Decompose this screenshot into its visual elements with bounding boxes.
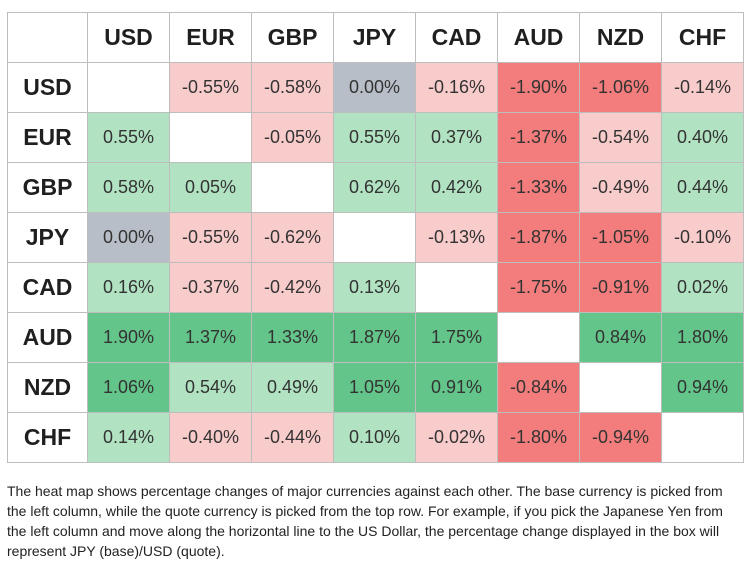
heatmap-cell-chf-nzd: -0.94% <box>579 412 662 463</box>
heatmap-cell-gbp-usd: 0.58% <box>87 162 170 213</box>
heatmap-cell-cad-eur: -0.37% <box>169 262 252 313</box>
table-row: JPY 0.00% -0.55% -0.62% -0.13% -1.87% -1.05% -0… <box>7 212 744 263</box>
heatmap-cell-nzd-chf: 0.94% <box>661 362 744 413</box>
quote-currency-aud: AUD <box>497 12 580 63</box>
heatmap-cell-aud-eur: 1.37% <box>169 312 252 363</box>
heatmap-cell-aud-usd: 1.90% <box>87 312 170 363</box>
base-currency-chf: CHF <box>7 412 88 463</box>
heatmap-cell-nzd-cad: 0.91% <box>415 362 498 413</box>
heatmap-cell-cad-aud: -1.75% <box>497 262 580 313</box>
base-currency-jpy: JPY <box>7 212 88 263</box>
heatmap-cell-cad-jpy: 0.13% <box>333 262 416 313</box>
heatmap-cell-gbp-jpy: 0.62% <box>333 162 416 213</box>
heatmap-cell-cad-cad <box>415 262 498 313</box>
base-currency-eur: EUR <box>7 112 88 163</box>
heatmap-cell-nzd-gbp: 0.49% <box>251 362 334 413</box>
quote-currency-jpy: JPY <box>333 12 416 63</box>
heatmap-cell-aud-nzd: 0.84% <box>579 312 662 363</box>
quote-currency-chf: CHF <box>661 12 744 63</box>
table-row: EUR 0.55% -0.05% 0.55% 0.37% -1.37% -0.54% 0.40… <box>7 112 744 163</box>
heatmap-cell-gbp-nzd: -0.49% <box>579 162 662 213</box>
heatmap-cell-usd-aud: -1.90% <box>497 62 580 113</box>
heatmap-cell-cad-gbp: -0.42% <box>251 262 334 313</box>
heatmap-cell-jpy-eur: -0.55% <box>169 212 252 263</box>
heatmap-explanation: The heat map shows percentage changes of… <box>7 483 723 559</box>
heatmap-cell-jpy-jpy <box>333 212 416 263</box>
heatmap-cell-gbp-aud: -1.33% <box>497 162 580 213</box>
heatmap-cell-chf-usd: 0.14% <box>87 412 170 463</box>
heatmap-cell-usd-usd <box>87 62 170 113</box>
heatmap-cell-gbp-gbp <box>251 162 334 213</box>
heatmap-cell-gbp-eur: 0.05% <box>169 162 252 213</box>
heatmap-cell-gbp-cad: 0.42% <box>415 162 498 213</box>
heatmap-cell-cad-chf: 0.02% <box>661 262 744 313</box>
heatmap-cell-eur-cad: 0.37% <box>415 112 498 163</box>
heatmap-cell-nzd-aud: -0.84% <box>497 362 580 413</box>
heatmap-cell-chf-aud: -1.80% <box>497 412 580 463</box>
table-row: CHF 0.14% -0.40% -0.44% 0.10% -0.02% -1.80% -0.… <box>7 412 744 463</box>
base-currency-usd: USD <box>7 62 88 113</box>
quote-currency-nzd: NZD <box>579 12 662 63</box>
heatmap-cell-usd-nzd: -1.06% <box>579 62 662 113</box>
heatmap-cell-gbp-chf: 0.44% <box>661 162 744 213</box>
heatmap-cell-aud-cad: 1.75% <box>415 312 498 363</box>
heatmap-cell-chf-jpy: 0.10% <box>333 412 416 463</box>
quote-currency-cad: CAD <box>415 12 498 63</box>
heatmap-cell-jpy-gbp: -0.62% <box>251 212 334 263</box>
table-row: GBP 0.58% 0.05% 0.62% 0.42% -1.33% -0.49% 0.44% <box>7 162 744 213</box>
heatmap-cell-jpy-usd: 0.00% <box>87 212 170 263</box>
quote-currency-gbp: GBP <box>251 12 334 63</box>
heatmap-cell-aud-gbp: 1.33% <box>251 312 334 363</box>
table-row: USD -0.55% -0.58% 0.00% -0.16% -1.90% -1.06% -0… <box>7 62 744 113</box>
heatmap-cell-nzd-eur: 0.54% <box>169 362 252 413</box>
heatmap-cell-eur-gbp: -0.05% <box>251 112 334 163</box>
heatmap-cell-jpy-chf: -0.10% <box>661 212 744 263</box>
heatmap-cell-chf-eur: -0.40% <box>169 412 252 463</box>
heatmap-cell-eur-chf: 0.40% <box>661 112 744 163</box>
heatmap-cell-usd-eur: -0.55% <box>169 62 252 113</box>
heatmap-cell-jpy-nzd: -1.05% <box>579 212 662 263</box>
base-currency-cad: CAD <box>7 262 88 313</box>
base-currency-gbp: GBP <box>7 162 88 213</box>
heatmap-cell-usd-jpy: 0.00% <box>333 62 416 113</box>
heatmap-cell-eur-nzd: -0.54% <box>579 112 662 163</box>
heatmap-cell-aud-jpy: 1.87% <box>333 312 416 363</box>
heatmap-cell-chf-cad: -0.02% <box>415 412 498 463</box>
heatmap-cell-aud-chf: 1.80% <box>661 312 744 363</box>
heatmap-cell-usd-chf: -0.14% <box>661 62 744 113</box>
heatmap-cell-jpy-cad: -0.13% <box>415 212 498 263</box>
heatmap-cell-nzd-nzd <box>579 362 662 413</box>
heatmap-cell-eur-aud: -1.37% <box>497 112 580 163</box>
heatmap-cell-chf-chf <box>661 412 744 463</box>
table-row: CAD 0.16% -0.37% -0.42% 0.13% -1.75% -0.91% 0.0… <box>7 262 744 313</box>
heatmap-cell-eur-usd: 0.55% <box>87 112 170 163</box>
heatmap-cell-aud-aud <box>497 312 580 363</box>
heatmap-cell-nzd-usd: 1.06% <box>87 362 170 413</box>
heatmap-cell-chf-gbp: -0.44% <box>251 412 334 463</box>
heatmap-cell-cad-usd: 0.16% <box>87 262 170 313</box>
heatmap-cell-jpy-aud: -1.87% <box>497 212 580 263</box>
heatmap-cell-eur-jpy: 0.55% <box>333 112 416 163</box>
heatmap-cell-nzd-jpy: 1.05% <box>333 362 416 413</box>
quote-currency-header-row: USD EUR GBP JPY CAD AUD NZD CHF <box>7 12 744 63</box>
heatmap-cell-cad-nzd: -0.91% <box>579 262 662 313</box>
quote-currency-eur: EUR <box>169 12 252 63</box>
heatmap-body: USD -0.55% -0.58% 0.00% -0.16% -1.90% -1.06% -0… <box>7 62 744 463</box>
heatmap-cell-usd-gbp: -0.58% <box>251 62 334 113</box>
base-currency-nzd: NZD <box>7 362 88 413</box>
corner-cell <box>7 12 88 63</box>
heatmap-cell-usd-cad: -0.16% <box>415 62 498 113</box>
table-row: NZD 1.06% 0.54% 0.49% 1.05% 0.91% -0.84% 0.94% <box>7 362 744 413</box>
base-currency-aud: AUD <box>7 312 88 363</box>
heatmap-cell-eur-eur <box>169 112 252 163</box>
table-row: AUD 1.90% 1.37% 1.33% 1.87% 1.75% 0.84% 1.80% <box>7 312 744 363</box>
currency-heatmap-table: USD EUR GBP JPY CAD AUD NZD CHF USD -0.55% -0.58%… <box>7 12 744 463</box>
quote-currency-usd: USD <box>87 12 170 63</box>
